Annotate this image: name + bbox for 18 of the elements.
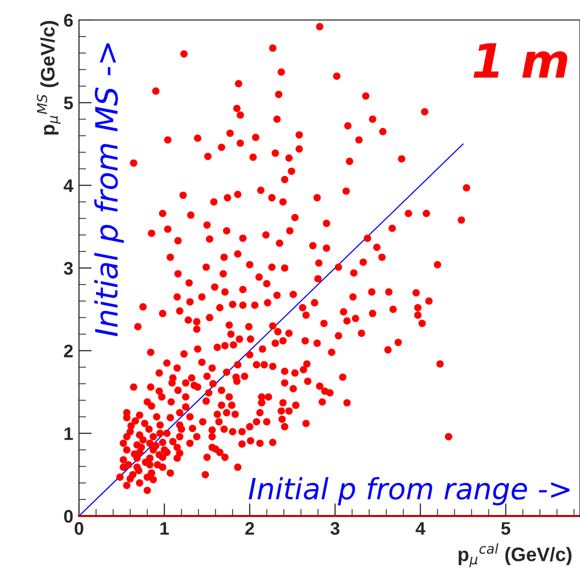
x-tick-label: 1 [160,522,169,535]
y-tick-label: 4 [64,179,74,192]
y-tick-label: 5 [64,96,73,110]
annotation: Initial p from MS -> [94,43,124,336]
annotation: 1 m [474,43,568,78]
x-tick-label: 3 [330,522,340,535]
y-tick-label: 6 [64,14,73,27]
x-tick-label: 5 [501,522,510,535]
y-axis-title: p$_{μ}$$^{MS}$ (GeV/c) [36,21,60,135]
y-tick-label: 3 [64,262,73,275]
x-axis-title: p$_{μ}$$^{cal}$ (GeV/c) [458,543,572,568]
x-tick-label: 4 [416,522,426,535]
annotation: Initial p from range -> [248,477,570,506]
y-tick-label: 0 [64,510,73,523]
x-tick-label: 2 [245,522,254,535]
x-tick-label: 0 [74,522,84,535]
y-tick-label: 1 [64,427,73,440]
y-tick-label: 2 [64,344,73,358]
